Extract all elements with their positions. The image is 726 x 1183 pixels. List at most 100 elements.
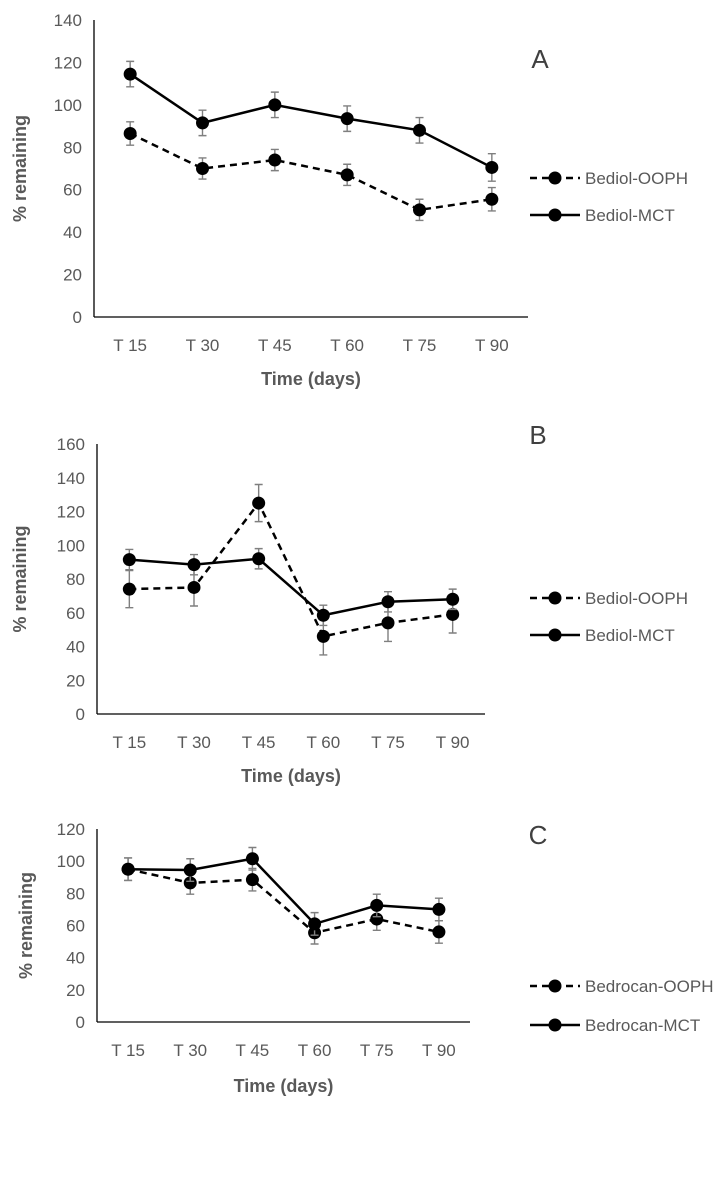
data-point xyxy=(316,629,330,643)
series-bediol-mct xyxy=(123,60,499,182)
data-point xyxy=(485,160,499,174)
y-tick-label: 100 xyxy=(57,852,85,871)
legend-marker xyxy=(548,171,562,185)
legend-label: Bedrocan-MCT xyxy=(585,1016,700,1035)
x-tick-label: T 60 xyxy=(330,336,364,355)
y-tick-label: 40 xyxy=(63,223,82,242)
x-tick-label: T 90 xyxy=(436,733,470,752)
y-tick-label: 0 xyxy=(76,1013,85,1032)
x-tick-label: T 75 xyxy=(403,336,437,355)
y-tick-label: 60 xyxy=(66,604,85,623)
chart-panel-b: 0 20 40 60 80 100 120 140 160 T 15 T 30 T 45 T 60 T 7… xyxy=(10,420,688,786)
y-tick-label: 120 xyxy=(57,503,85,522)
data-point xyxy=(123,126,137,140)
data-point xyxy=(245,873,259,887)
panel-letter: B xyxy=(529,420,546,450)
x-axis-label: Time (days) xyxy=(241,766,341,786)
data-point xyxy=(446,607,460,621)
data-point xyxy=(268,98,282,112)
data-point xyxy=(485,192,499,206)
y-tick-label: 100 xyxy=(54,96,82,115)
series-bediol-ooph xyxy=(122,483,460,656)
x-tick-label: T 90 xyxy=(475,336,509,355)
legend-marker xyxy=(548,591,562,605)
chart-panel-a: 0 20 40 60 80 100 120 140 T 15 T 30 T 45 T 60 T 75 T … xyxy=(10,11,688,389)
series-line xyxy=(129,132,493,212)
data-point xyxy=(340,168,354,182)
series-bediol-mct xyxy=(122,547,460,627)
y-tick-label: 60 xyxy=(63,181,82,200)
legend-item: Bedrocan-MCT xyxy=(530,1016,700,1035)
series-line xyxy=(129,500,453,638)
data-point xyxy=(268,153,282,167)
legend-item: Bedrocan-OOPH xyxy=(530,977,714,996)
legend-label: Bediol-MCT xyxy=(585,626,675,645)
y-axis-label: % remaining xyxy=(10,525,30,632)
y-tick-label: 120 xyxy=(57,820,85,839)
data-point xyxy=(187,558,201,572)
y-tick-label: 40 xyxy=(66,949,85,968)
data-point xyxy=(183,863,197,877)
chart-panel-c: 0 20 40 60 80 100 120 T 15 T 30 T 45 T 60 T 75 T 90 T… xyxy=(16,820,714,1096)
data-point xyxy=(121,862,135,876)
series-line xyxy=(128,857,439,926)
legend-item: Bediol-MCT xyxy=(530,626,675,645)
legend-label: Bediol-MCT xyxy=(585,206,675,225)
data-point xyxy=(413,123,426,137)
series-line xyxy=(129,73,493,169)
legend-marker xyxy=(548,628,562,642)
data-point xyxy=(370,912,384,926)
data-point xyxy=(432,925,446,939)
data-point xyxy=(308,917,322,931)
y-tick-label: 80 xyxy=(66,570,85,589)
y-tick-label: 40 xyxy=(66,638,85,657)
series-bedrocan-mct xyxy=(121,846,446,936)
y-tick-label: 160 xyxy=(57,435,85,454)
legend-label: Bedrocan-OOPH xyxy=(585,977,714,996)
x-tick-label: T 60 xyxy=(298,1041,332,1060)
legend-item: Bediol-OOPH xyxy=(530,589,688,608)
y-tick-label: 80 xyxy=(63,138,82,157)
x-tick-label: T 75 xyxy=(360,1041,394,1060)
legend-item: Bediol-MCT xyxy=(530,206,675,225)
x-axis-label: Time (days) xyxy=(234,1076,334,1096)
x-tick-label: T 75 xyxy=(371,733,405,752)
x-tick-label: T 45 xyxy=(258,336,292,355)
y-tick-label: 20 xyxy=(66,671,85,690)
data-point xyxy=(245,852,259,866)
x-tick-label: T 45 xyxy=(242,733,276,752)
y-tick-label: 20 xyxy=(66,981,85,1000)
data-point xyxy=(316,608,330,622)
data-point xyxy=(370,898,384,912)
y-tick-label: 140 xyxy=(54,11,82,30)
data-point xyxy=(123,67,137,81)
series-line xyxy=(129,557,453,617)
data-point xyxy=(183,876,197,890)
x-axis-label: Time (days) xyxy=(261,369,361,389)
y-axis-label: % remaining xyxy=(10,115,30,222)
legend-item: Bediol-OOPH xyxy=(530,169,688,188)
y-tick-label: 60 xyxy=(66,917,85,936)
x-tick-label: T 30 xyxy=(186,336,220,355)
legend-marker xyxy=(548,208,562,222)
data-point xyxy=(252,496,266,510)
legend-label: Bediol-OOPH xyxy=(585,169,688,188)
x-tick-label: T 45 xyxy=(236,1041,270,1060)
data-point xyxy=(122,582,136,596)
data-point xyxy=(196,116,209,130)
panel-letter: C xyxy=(529,820,548,850)
data-point xyxy=(381,595,395,609)
data-point xyxy=(413,203,426,217)
series-line xyxy=(127,867,440,935)
x-tick-label: T 30 xyxy=(173,1041,207,1060)
panel-letter: A xyxy=(531,44,549,74)
y-tick-label: 0 xyxy=(73,308,82,327)
data-point xyxy=(446,592,460,606)
x-tick-label: T 60 xyxy=(306,733,340,752)
legend-marker xyxy=(548,1018,562,1032)
x-tick-label: T 30 xyxy=(177,733,211,752)
y-tick-label: 20 xyxy=(63,266,82,285)
data-point xyxy=(196,162,209,175)
legend-marker xyxy=(548,979,562,993)
